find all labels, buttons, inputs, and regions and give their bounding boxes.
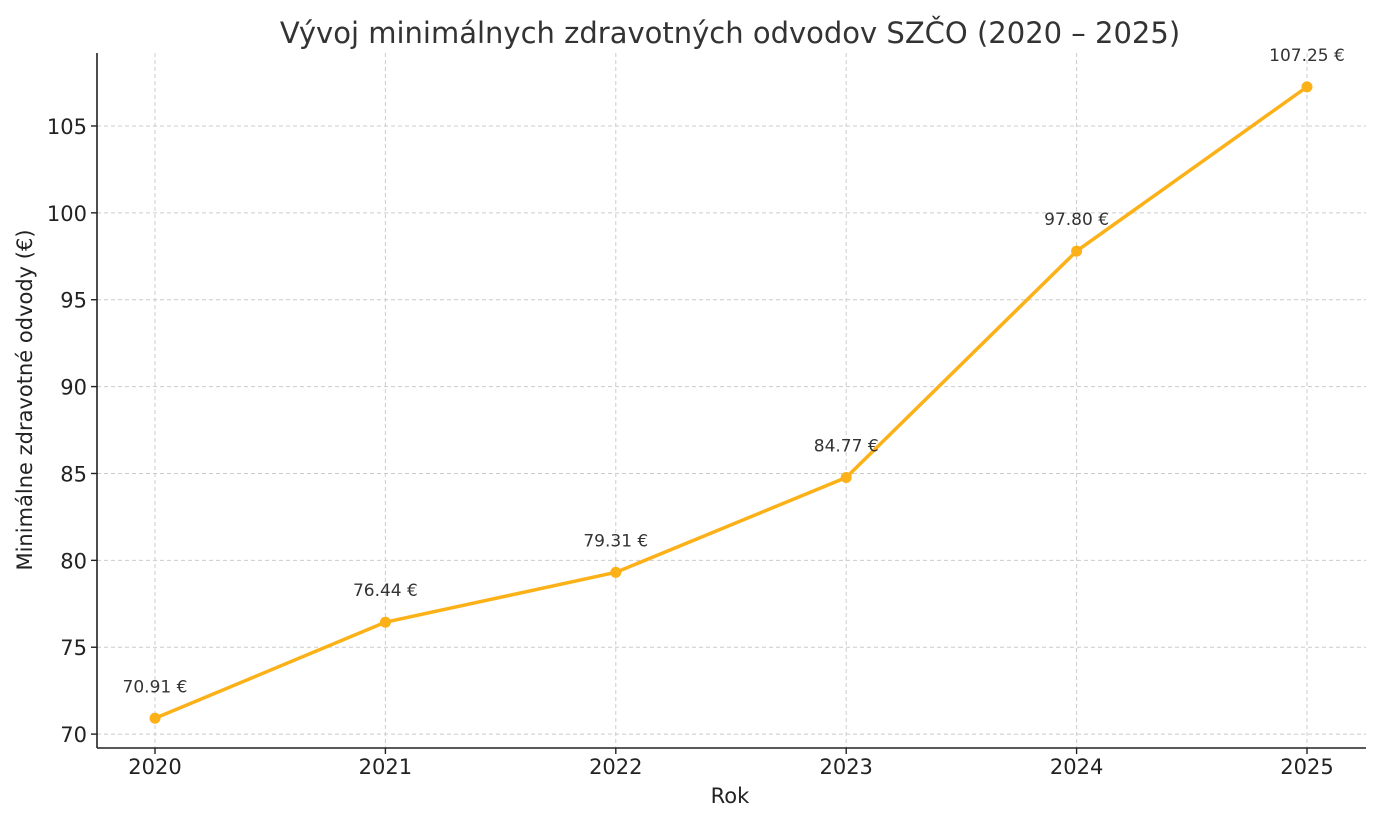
y-tick-label: 70	[60, 723, 87, 747]
data-labels: 70.91 € 76.44 € 79.31 € 84.77 € 97.80 € 107.2…	[123, 46, 1345, 697]
chart-title: Vývoj minimálnych zdravotných odvodov SZ…	[280, 16, 1180, 50]
data-label: 84.77 €	[814, 436, 879, 456]
data-label: 79.31 €	[583, 531, 648, 551]
y-tick-label: 90	[60, 376, 87, 400]
y-tick-label: 105	[47, 115, 87, 139]
y-tick-label: 80	[60, 549, 87, 573]
data-label: 70.91 €	[123, 677, 188, 697]
data-point	[1071, 245, 1083, 257]
y-tick-label: 100	[47, 202, 87, 226]
data-label: 97.80 €	[1044, 210, 1109, 230]
series-line	[153, 85, 1309, 721]
grid-lines	[97, 53, 1366, 748]
x-tick-label: 2020	[128, 755, 181, 779]
data-point	[149, 712, 161, 724]
x-tick-label: 2022	[589, 755, 642, 779]
y-tick-label: 85	[60, 462, 87, 486]
series-orange	[149, 81, 1313, 724]
data-point	[379, 616, 391, 628]
data-label: 107.25 €	[1269, 46, 1345, 66]
data-point	[840, 471, 852, 483]
x-tick-label: 2023	[819, 755, 872, 779]
x-tick-label: 2024	[1050, 755, 1103, 779]
y-tick-label: 75	[60, 636, 87, 660]
data-label: 76.44 €	[353, 581, 418, 601]
axis-ticks: 2020 2021 2022 2023 2024 2025 70 75 80 85 90 95 100 1…	[47, 115, 1334, 779]
y-axis-label: Minimálne zdravotné odvody (€)	[13, 229, 37, 570]
data-point	[1301, 81, 1313, 93]
x-tick-label: 2025	[1280, 755, 1333, 779]
x-tick-label: 2021	[359, 755, 412, 779]
x-axis-label: Rok	[711, 784, 750, 808]
data-point	[610, 566, 622, 578]
y-tick-label: 95	[60, 289, 87, 313]
